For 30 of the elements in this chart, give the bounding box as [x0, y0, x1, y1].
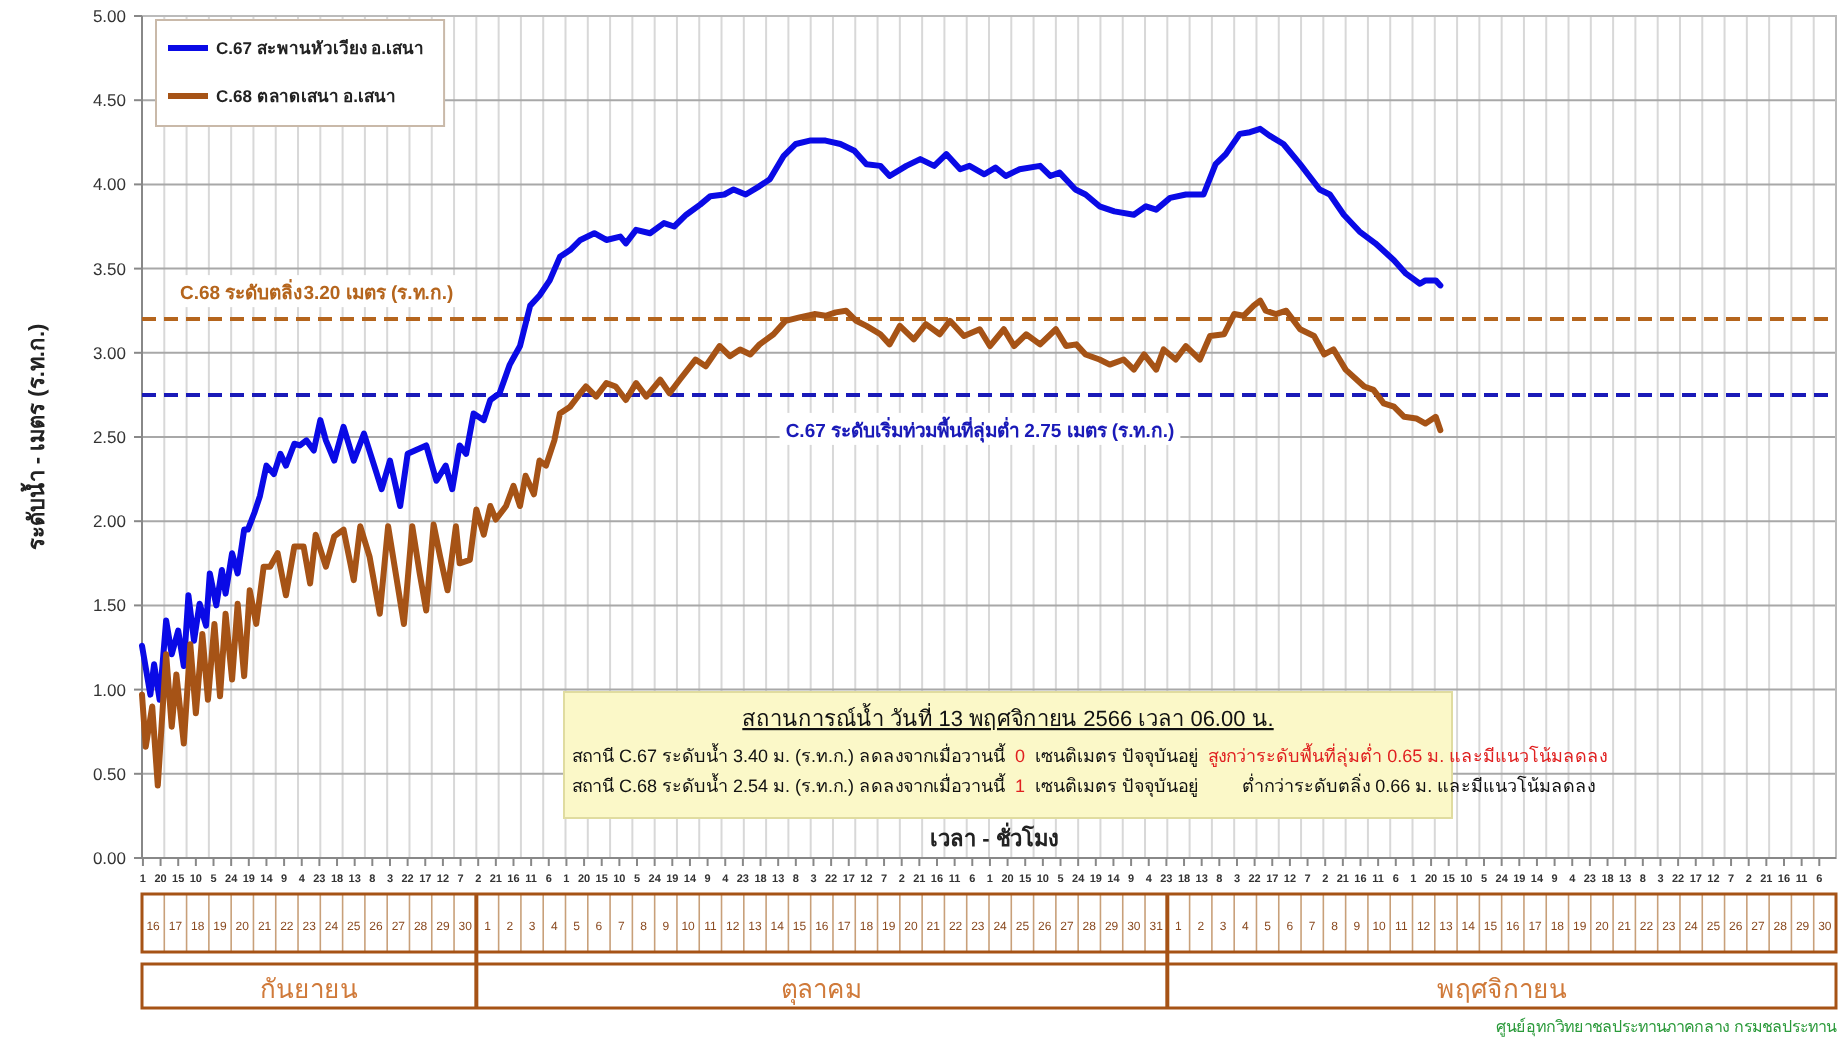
y-tick-label: 2.00 — [92, 511, 127, 532]
annotation: ต่ำกว่าระดับตลิ่ง 0.66 ม. และมีแนวโน้มลดลง — [1242, 772, 1596, 796]
ref-line-label: C.68 ระดับตลิ่ง3.20 เมตร (ร.ท.ก.) — [180, 277, 454, 306]
annotation: สถานี C.67 ระดับน้ำ 3.40 ม. (ร.ท.ก.) ลดลงจากเมื่อวานนี้ — [572, 742, 1008, 766]
annotation: เซนติเมตร ปัจจุบันอยู่ — [1035, 776, 1199, 798]
text: ศูนย์อุทกวิทยาชลประทานภาคกลาง กรมชลประทาน — [1495, 1016, 1838, 1038]
text: พฤศจิกายน — [1436, 974, 1567, 1004]
text: กันยายน — [260, 974, 359, 1004]
x-axis-title: เวลา - ชั่วโมง — [930, 822, 1058, 852]
y-tick-label: 1.00 — [92, 679, 127, 700]
annotation: สถานี C.68 ระดับน้ำ 2.54 ม. (ร.ท.ก.) ลดลงจากเมื่อวานนี้ — [572, 772, 1008, 796]
y-axis-title: ระดับน้ำ - เมตร (ร.ท.ก.) — [20, 323, 50, 551]
annotation: 0 — [1015, 746, 1026, 766]
y-tick-label: 2.50 — [92, 427, 127, 447]
y-tick-label: 4.50 — [92, 90, 127, 111]
legend-label: C.68 ตลาดเสนา อ.เสนา — [216, 86, 397, 106]
annotation: สถานการณ์น้ำ วันที่ 13 พฤศจิกายน 2566 เวลา 06.00 น. — [742, 702, 1274, 732]
text: ตุลาคม — [780, 974, 863, 1006]
legend-label: C.67 สะพานหัวเวียง อ.เสนา — [216, 38, 425, 58]
y-tick-label: 4.00 — [92, 174, 127, 195]
y-tick-label: 0.00 — [92, 848, 127, 868]
y-tick-label: 1.50 — [92, 595, 127, 616]
y-tick-label: 5.00 — [92, 6, 127, 26]
annotation: เซนติเมตร ปัจจุบันอยู่ — [1035, 746, 1199, 768]
annotation: 1 — [1015, 776, 1026, 796]
y-tick-label: 0.50 — [92, 763, 127, 784]
ref-line-label: C.67 ระดับเริ่มท่วมพื้นที่ลุ่มต่ำ 2.75 เมตร (ร.ท.ก.) — [785, 414, 1175, 443]
y-tick-label: 3.50 — [92, 258, 127, 279]
annotation: สูงกว่าระดับพื้นที่ลุ่มต่ำ 0.65 ม. และมีแนวโน้มลดลง — [1208, 742, 1608, 768]
y-tick-label: 3.00 — [92, 342, 127, 363]
